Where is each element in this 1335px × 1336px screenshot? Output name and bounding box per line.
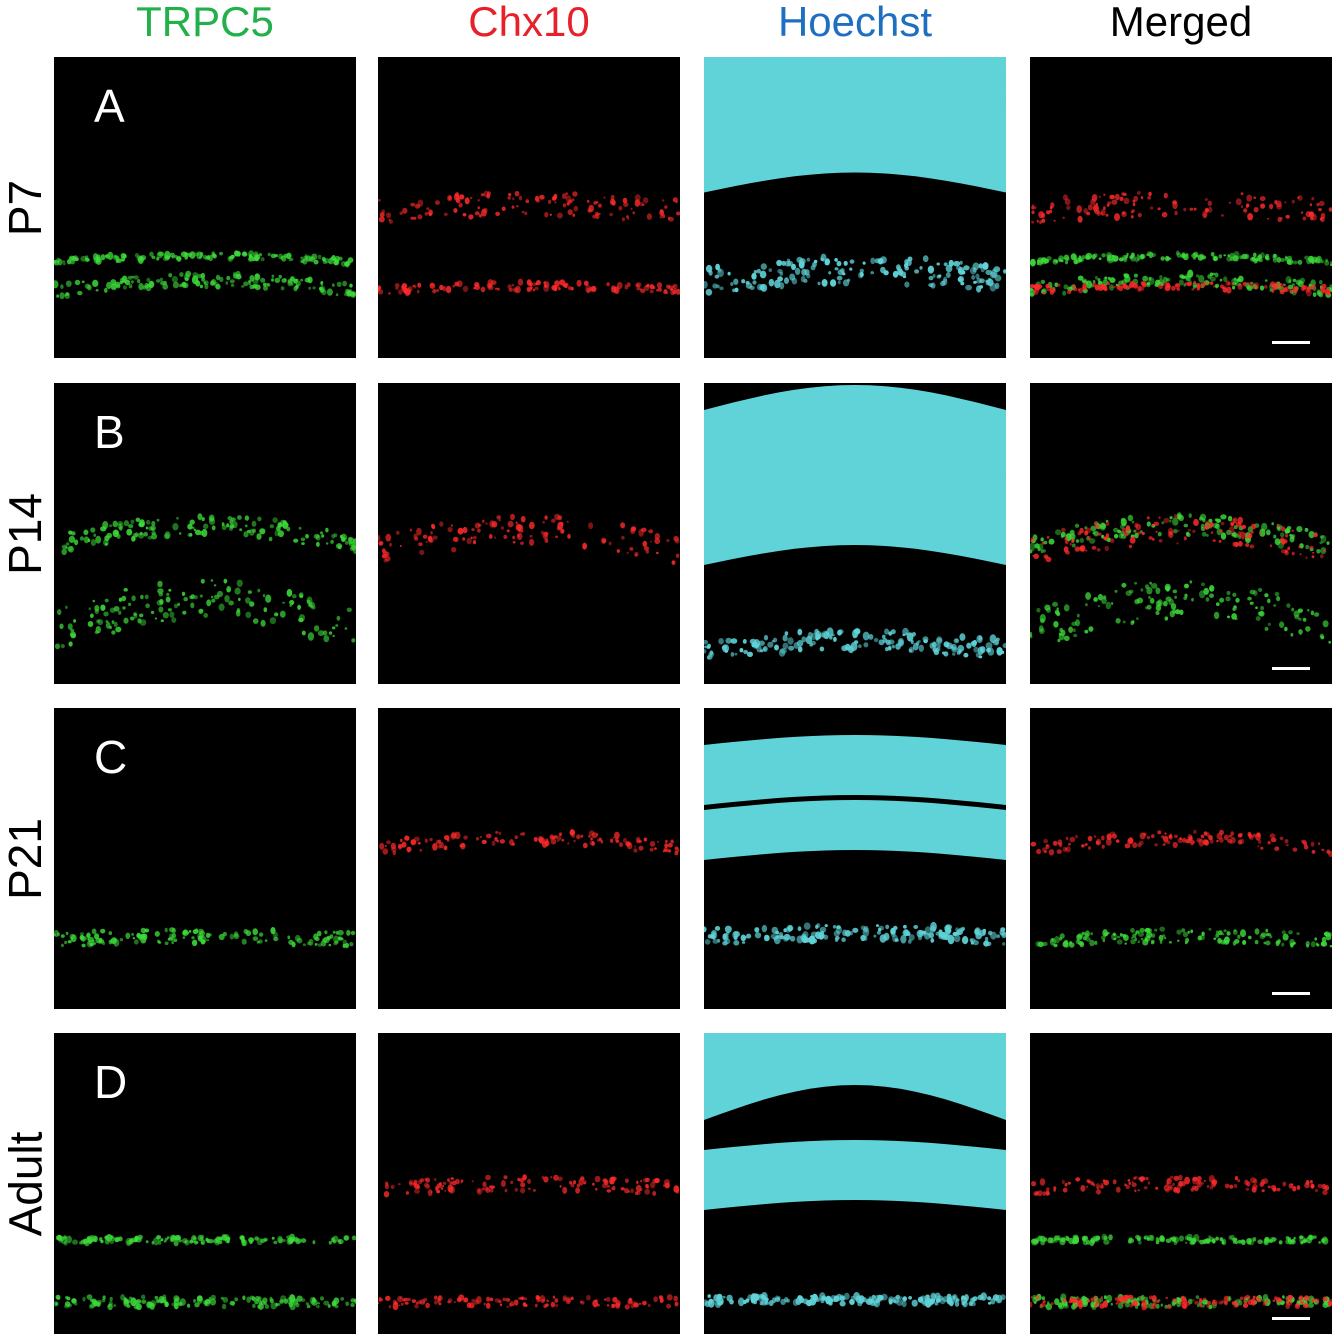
micrograph-p21-merged (1030, 708, 1332, 1009)
micrograph-p21-hoechst (704, 708, 1006, 1009)
micrograph-adult-hoechst (704, 1033, 1006, 1334)
column-header-trpc5: TRPC5 (136, 0, 274, 45)
micrograph-p14-chx10 (378, 383, 680, 684)
micrograph-p14-merged (1030, 383, 1332, 684)
column-header-hoechst: Hoechst (777, 0, 933, 45)
column-header-chx10: Chx10 (468, 0, 590, 45)
micrograph-p7-merged (1030, 57, 1332, 358)
row-label-adult: Adult (0, 1131, 52, 1236)
panel-letter: D (94, 1056, 128, 1108)
panel-letter: B (94, 406, 125, 458)
scale-bar (1272, 341, 1310, 344)
panel-letter: A (94, 80, 125, 132)
panel-letter: C (94, 731, 128, 783)
micrograph-p7-trpc5: A (54, 57, 356, 358)
micrograph-p14-trpc5: B (54, 383, 356, 684)
scale-bar (1272, 1317, 1310, 1320)
micrograph-p7-hoechst (704, 57, 1006, 358)
micrograph-p7-chx10 (378, 57, 680, 358)
row-label-p14: P14 (0, 492, 52, 575)
row-label-p21: P21 (0, 817, 52, 900)
row-label-p7: P7 (0, 179, 52, 236)
scale-bar (1272, 992, 1310, 995)
micrograph-adult-trpc5: D (54, 1033, 356, 1334)
micrograph-adult-merged (1030, 1033, 1332, 1334)
scale-bar (1272, 667, 1310, 670)
micrograph-p21-trpc5: C (54, 708, 356, 1009)
column-header-merged: Merged (1109, 0, 1253, 45)
micrograph-p14-hoechst (704, 383, 1006, 684)
micrograph-adult-chx10 (378, 1033, 680, 1334)
micrograph-p21-chx10 (378, 708, 680, 1009)
